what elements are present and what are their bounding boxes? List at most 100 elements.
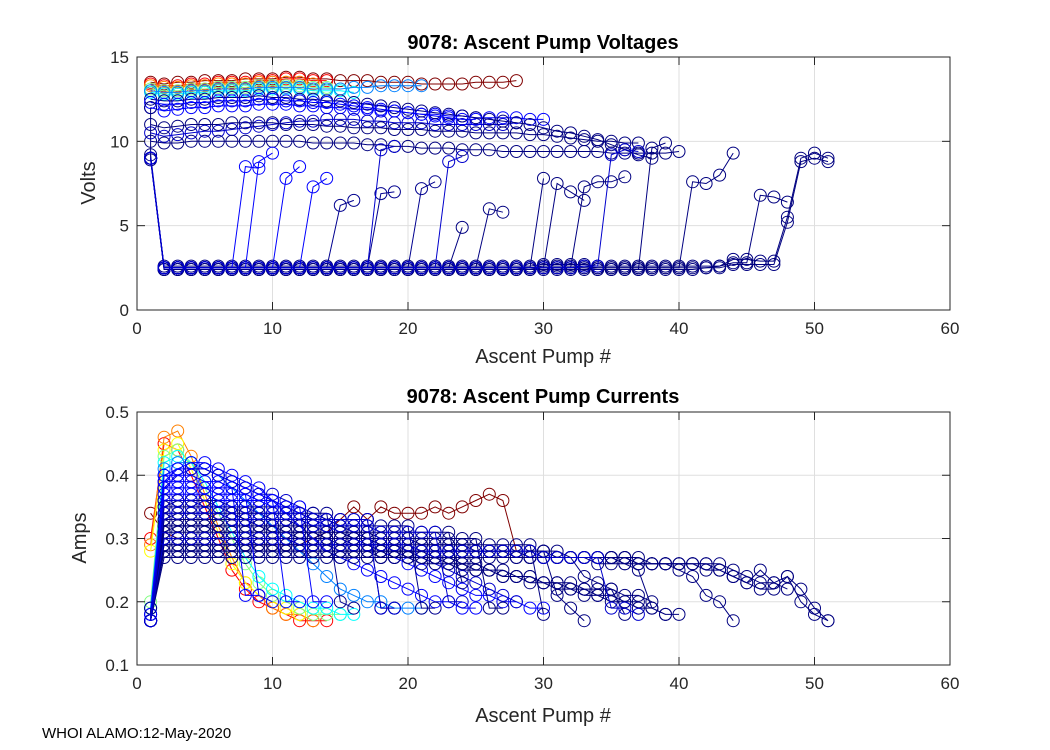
current-data-point: [767, 576, 781, 590]
current-data-point: [428, 544, 442, 558]
current-data-point: [428, 601, 442, 615]
voltage-data-point: [808, 146, 821, 160]
voltage-data-point: [577, 180, 591, 194]
voltage-data-point: [631, 263, 645, 276]
voltage-data-point: [198, 96, 212, 109]
current-data-point: [198, 532, 212, 545]
voltage-data-point: [469, 143, 483, 157]
voltage-data-point: [171, 128, 185, 142]
voltage-data-point: [252, 116, 266, 130]
current-data-point: [726, 570, 740, 583]
voltage-series-line: [150, 152, 273, 269]
current-data-point: [496, 494, 510, 507]
current-data-point: [699, 588, 713, 602]
current-data-point: [320, 570, 334, 583]
current-data-point: [293, 595, 307, 609]
voltage-data-point: [279, 94, 293, 108]
voltage-data-point: [238, 160, 252, 174]
voltage-chart-title: 9078: Ascent Pump Voltages: [407, 32, 678, 54]
voltage-data-point: [455, 220, 469, 234]
voltage-data-point: [401, 75, 415, 89]
voltage-data-point: [306, 77, 320, 91]
voltage-y-axis-label: Volts: [78, 161, 100, 204]
voltage-data-point: [252, 75, 266, 89]
voltage-data-point: [726, 256, 740, 270]
current-data-point: [455, 544, 469, 558]
voltage-data-point: [374, 79, 388, 93]
voltage-series-16: [144, 148, 794, 275]
voltage-series-line: [150, 154, 788, 269]
voltage-data-point: [293, 75, 307, 89]
current-data-point: [252, 532, 266, 545]
current-data-point: [238, 588, 252, 602]
voltage-data-point: [387, 104, 401, 118]
voltage-series-line: [150, 158, 436, 269]
voltage-data-point: [401, 116, 415, 130]
current-data-point: [672, 607, 686, 621]
voltage-data-point: [821, 151, 835, 165]
current-series-26: [144, 494, 361, 628]
current-data-point: [537, 551, 550, 564]
current-data-point: [442, 544, 456, 558]
voltage-series-line: [150, 158, 463, 269]
voltage-data-point: [550, 145, 564, 158]
current-series-32: [144, 494, 401, 628]
current-y-tick-label: 0.3: [105, 530, 129, 549]
voltage-data-point: [618, 263, 632, 276]
voltage-data-point: [252, 89, 266, 103]
voltage-data-point: [266, 146, 279, 160]
voltage-data-point: [279, 134, 293, 148]
voltage-data-point: [360, 101, 374, 115]
current-data-point: [482, 601, 496, 615]
voltage-data-point: [360, 261, 374, 275]
voltage-data-point: [659, 136, 672, 150]
voltage-data-point: [577, 263, 591, 276]
current-data-point: [577, 551, 591, 564]
voltage-series-line: [150, 152, 734, 269]
current-data-point: [157, 494, 171, 507]
voltage-x-axis-label: Ascent Pump #: [475, 346, 612, 368]
current-data-point: [225, 532, 239, 545]
current-data-point: [333, 582, 347, 596]
voltage-data-point: [686, 261, 700, 275]
current-x-tick-label: 60: [941, 674, 960, 693]
voltage-data-point: [496, 111, 510, 125]
voltage-data-point: [306, 99, 320, 113]
voltage-data-point: [550, 177, 564, 190]
current-data-point: [266, 582, 279, 596]
voltage-data-point: [699, 261, 713, 275]
voltage-data-point: [496, 205, 510, 219]
voltage-data-point: [618, 136, 632, 150]
voltage-data-point: [184, 118, 198, 131]
current-data-point: [333, 595, 347, 609]
voltage-data-point: [374, 75, 388, 89]
voltage-data-point: [374, 261, 388, 275]
voltage-data-point: [238, 94, 252, 108]
current-data-point: [780, 582, 794, 596]
voltage-data-point: [428, 141, 442, 155]
voltage-data-point: [347, 99, 361, 113]
voltage-data-point: [374, 102, 388, 116]
current-data-point: [144, 506, 158, 520]
voltage-data-point: [509, 126, 523, 140]
voltage-data-point: [455, 150, 469, 163]
current-panel: 9078: Ascent Pump Currents 0 10 20 30 40 50 60…: [69, 386, 959, 727]
current-y-tick-label: 0.2: [105, 593, 129, 612]
voltage-data-point: [604, 263, 618, 276]
voltage-data-point: [238, 77, 252, 91]
voltage-data-point: [564, 261, 578, 275]
current-data-point: [279, 532, 293, 545]
current-data-point: [591, 576, 605, 590]
current-data-point: [360, 595, 374, 609]
current-data-point: [496, 601, 510, 615]
current-data-point: [266, 595, 279, 609]
voltage-data-point: [157, 121, 171, 135]
voltage-data-point: [333, 198, 347, 212]
voltage-data-point: [537, 128, 550, 142]
voltage-data-point: [631, 148, 645, 162]
voltage-data-point: [333, 119, 347, 133]
current-data-point: [387, 576, 401, 590]
voltage-data-point: [401, 123, 415, 136]
voltage-panel: 9078: Ascent Pump Voltages 0 10 20 30 40 50 60…: [78, 32, 959, 368]
voltage-data-point: [564, 185, 578, 199]
